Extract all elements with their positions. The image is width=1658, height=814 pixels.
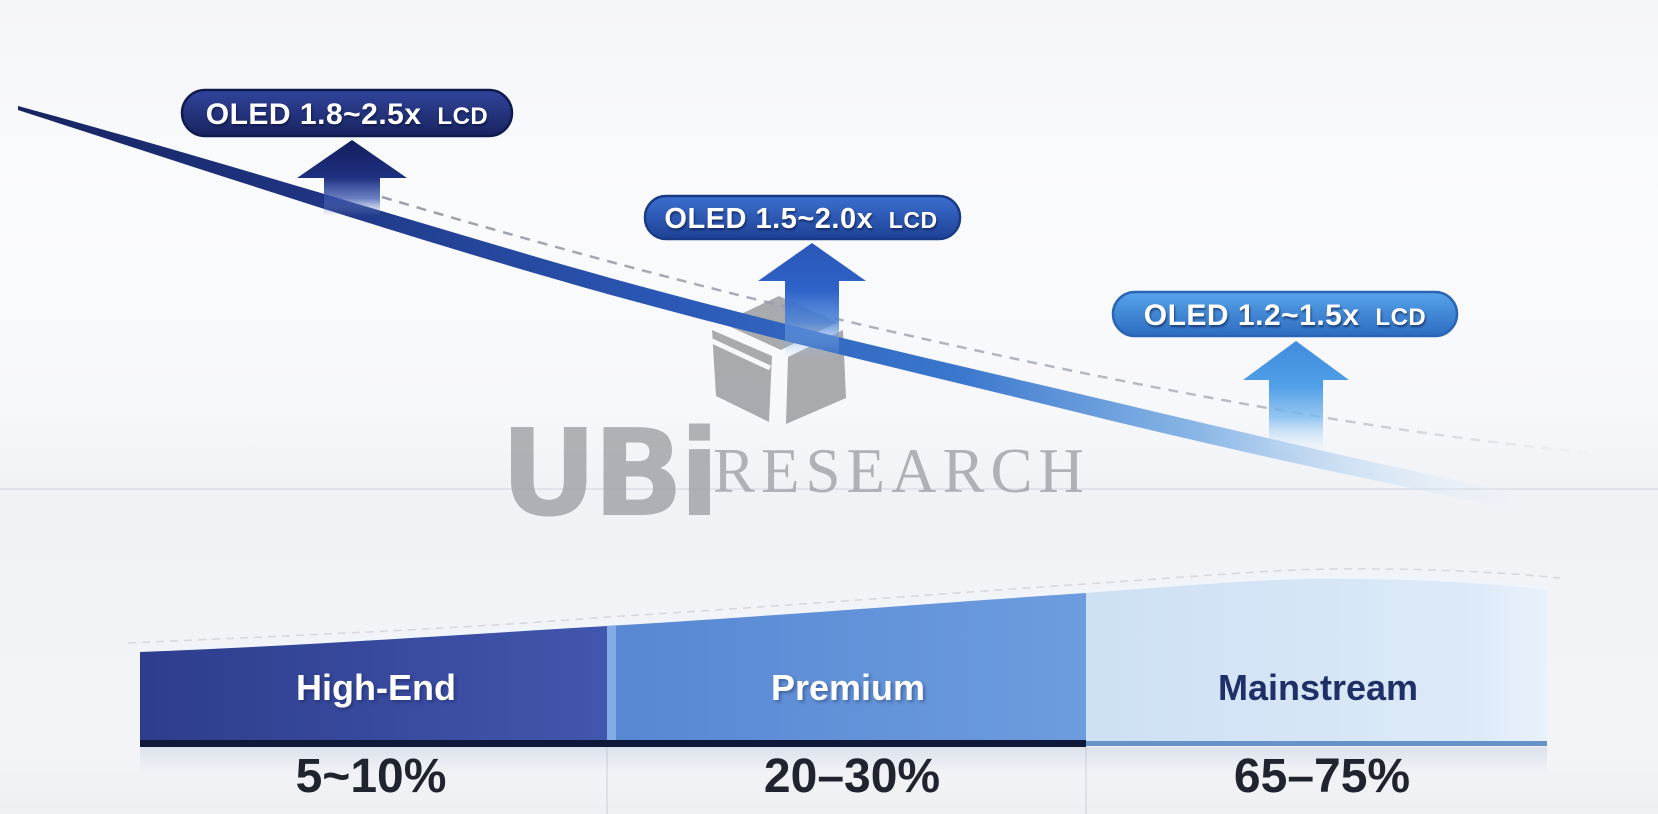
badge-premium-pill	[643, 194, 962, 241]
watermark-brand-text: RESEARCH	[713, 436, 1090, 506]
badge-high-end-pill	[180, 88, 514, 138]
segment-band: High-End Premium Mainstream	[127, 568, 1561, 814]
share-premium: 20–30%	[764, 750, 940, 803]
badge-high-end-label: OLED 1.8~2.5x LCD	[206, 98, 488, 131]
badge-premium-suffix: LCD	[889, 207, 938, 233]
reference-dashed-line	[381, 195, 1603, 456]
badge-high-end: OLED 1.8~2.5x LCD	[180, 88, 514, 138]
band-reflection	[140, 747, 1547, 773]
band-bottom-line-blue	[1086, 741, 1547, 746]
price-premium-curve	[18, 106, 1537, 514]
segment-label-high-end: High-End	[296, 667, 456, 708]
badge-mainstream-suffix: LCD	[1375, 304, 1426, 331]
band-top-dashed-line	[127, 568, 1561, 644]
badge-premium-main: OLED 1.5~2.0x	[664, 203, 873, 235]
segment-mainstream	[1086, 578, 1547, 743]
watermark-logo-text: UBi	[500, 405, 715, 544]
up-arrow-icon-high-end	[297, 140, 407, 215]
watermark: UBi RESEARCH	[500, 296, 1090, 544]
band-bottom-line-dark	[140, 740, 1086, 747]
up-arrows	[297, 140, 1349, 450]
badge-mainstream-label: OLED 1.2~1.5x LCD	[1144, 299, 1426, 332]
up-arrow-icon-premium	[758, 243, 866, 356]
badge-premium: OLED 1.5~2.0x LCD	[643, 194, 962, 241]
segment-label-mainstream: Mainstream	[1218, 667, 1418, 708]
share-percentages: 5~10% 20–30% 65–75%	[296, 750, 1410, 803]
badge-high-end-main: OLED 1.8~2.5x	[206, 98, 422, 131]
segment-premium-left-highlight	[607, 625, 616, 743]
badge-mainstream-pill	[1111, 290, 1459, 338]
share-mainstream: 65–75%	[1234, 750, 1410, 803]
badge-high-end-suffix: LCD	[437, 103, 488, 130]
badge-premium-label: OLED 1.5~2.0x LCD	[664, 203, 937, 235]
up-arrow-icon-mainstream	[1243, 341, 1349, 450]
segment-premium	[607, 593, 1086, 743]
share-high-end: 5~10%	[296, 750, 447, 803]
segment-label-premium: Premium	[771, 667, 925, 708]
segment-high-end	[140, 626, 607, 743]
badge-mainstream: OLED 1.2~1.5x LCD	[1111, 290, 1459, 338]
band-top-highlight	[139, 575, 1548, 652]
badge-mainstream-main: OLED 1.2~1.5x	[1144, 299, 1360, 332]
